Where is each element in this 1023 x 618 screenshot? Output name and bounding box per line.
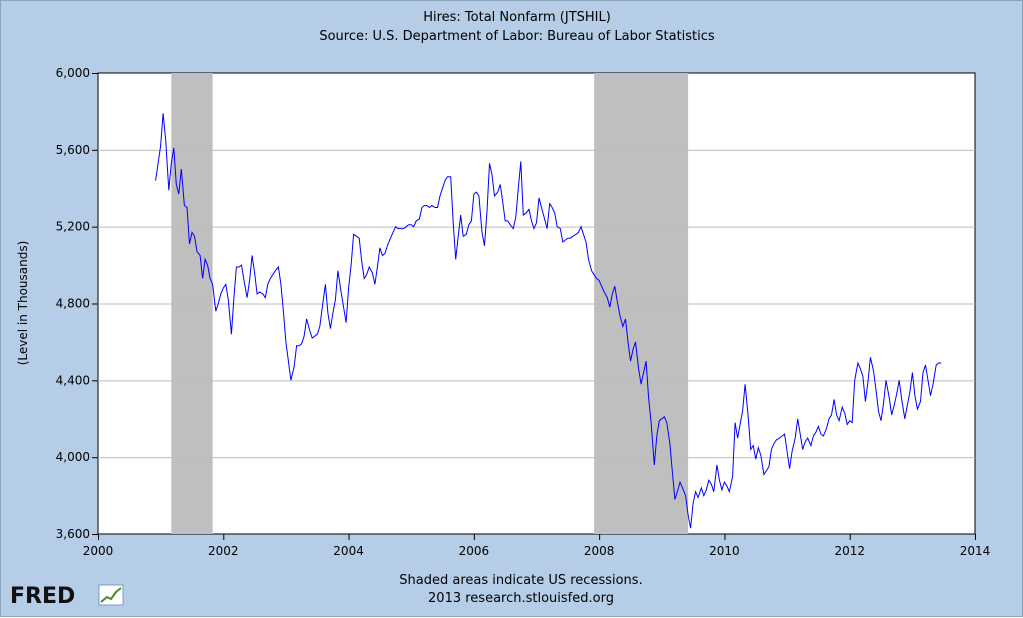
series-line [155, 113, 942, 529]
y-tick-label: 4,400 [56, 373, 90, 387]
source-note: 2013 research.stlouisfed.org [428, 591, 614, 606]
y-tick-label: 6,000 [56, 66, 90, 80]
x-tick-label: 2002 [208, 544, 239, 558]
y-axis-label: (Level in Thousands) [16, 241, 30, 366]
recession-note: Shaded areas indicate US recessions. [399, 573, 642, 588]
fred-logo: FRED [10, 584, 124, 609]
x-tick-label: 2010 [709, 544, 740, 558]
chart-title: Hires: Total Nonfarm (JTSHIL) [423, 10, 611, 25]
y-tick-label: 5,200 [56, 220, 90, 234]
fred-chart-icon [98, 584, 124, 606]
y-tick-label: 5,600 [56, 143, 90, 157]
x-tick-label: 2012 [834, 544, 865, 558]
y-tick-label: 4,000 [56, 450, 90, 464]
y-tick-label: 3,600 [56, 527, 90, 541]
x-tick-label: 2004 [333, 544, 364, 558]
x-tick-label: 2014 [960, 544, 991, 558]
x-axis-ticks: 2000 2002 2004 2006 2008 2010 2012 2014 [83, 534, 991, 558]
x-tick-label: 2006 [459, 544, 490, 558]
y-tick-label: 4,800 [56, 297, 90, 311]
chart-subtitle: Source: U.S. Department of Labor: Bureau… [319, 29, 715, 44]
x-tick-label: 2000 [83, 544, 114, 558]
fred-logo-text: FRED [10, 584, 75, 609]
x-tick-label: 2008 [584, 544, 615, 558]
gridlines [98, 149, 975, 459]
y-axis-ticks: 3,600 4,000 4,400 4,800 5,200 5,600 6,000 [56, 66, 98, 541]
